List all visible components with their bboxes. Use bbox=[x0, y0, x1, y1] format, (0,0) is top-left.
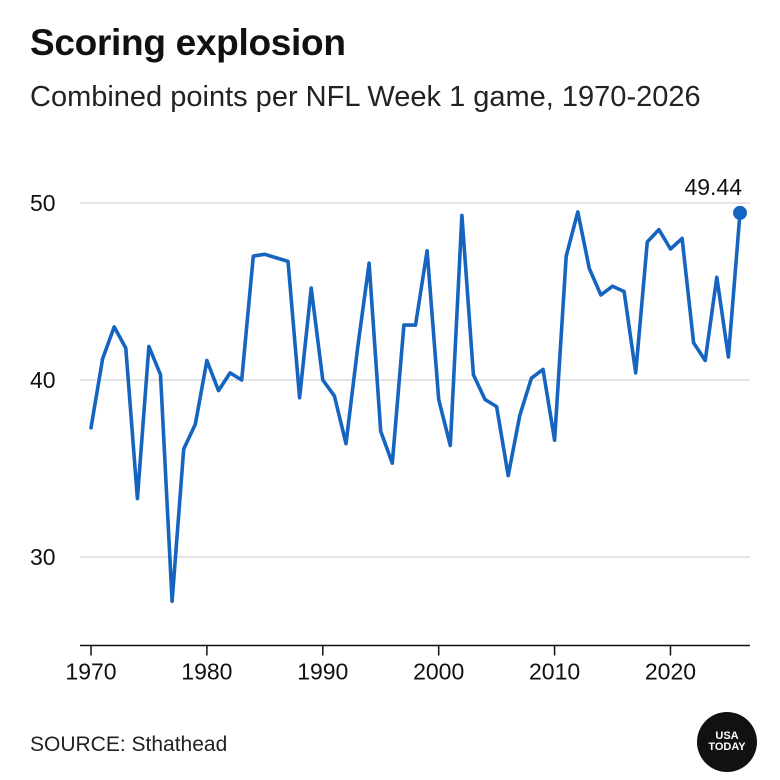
x-tick-label-2010: 2010 bbox=[529, 659, 580, 685]
x-tick-label-2020: 2020 bbox=[645, 659, 696, 685]
axes bbox=[80, 644, 750, 656]
chart-title: Scoring explosion bbox=[30, 22, 346, 63]
y-tick-label-40: 40 bbox=[30, 367, 56, 393]
x-tick-label-1990: 1990 bbox=[297, 659, 348, 685]
y-tick-label-50: 50 bbox=[30, 190, 56, 216]
last-point-marker bbox=[733, 205, 747, 220]
logo-line-2: TODAY bbox=[708, 741, 746, 753]
x-tick-label-1980: 1980 bbox=[181, 659, 232, 685]
x-tick-label-1970: 1970 bbox=[65, 659, 116, 685]
line-chart: 30 40 50 1970 1980 1990 2000 2010 2020 49.44 bbox=[30, 174, 750, 685]
gridlines bbox=[80, 202, 750, 558]
source-note: SOURCE: Sthathead bbox=[30, 733, 228, 756]
labels-layer: 30 40 50 1970 1980 1990 2000 2010 2020 49.44 bbox=[30, 174, 742, 685]
series-layer bbox=[89, 205, 747, 604]
usa-today-logo: USA TODAY bbox=[697, 712, 757, 772]
x-tick-label-2000: 2000 bbox=[413, 659, 464, 685]
y-tick-label-30: 30 bbox=[30, 544, 56, 570]
annotation-label: 49.44 bbox=[684, 174, 742, 200]
chart-subtitle: Combined points per NFL Week 1 game, 197… bbox=[30, 81, 701, 113]
series-line bbox=[89, 210, 742, 604]
logo-line-1: USA bbox=[715, 730, 739, 742]
